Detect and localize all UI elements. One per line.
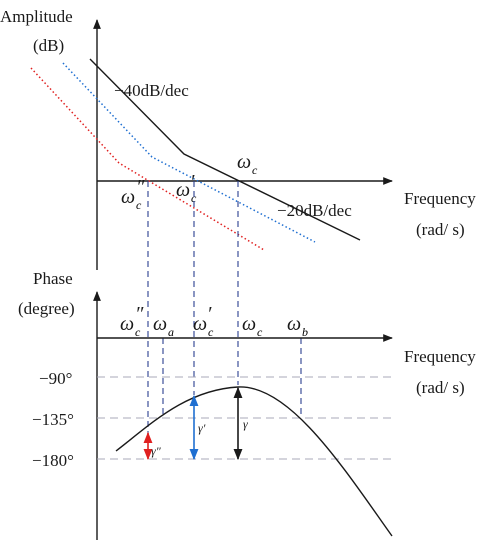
amplitude-curve-blue (62, 62, 316, 243)
phase-x-label: Frequency (404, 347, 476, 366)
label-omega-b: ω b (287, 313, 308, 339)
phase-axis-label: Phase (33, 269, 73, 288)
svg-text:b: b (302, 325, 308, 339)
phase-axis-unit: (degree) (18, 299, 75, 318)
label-omega-c-prime-phase: ω c ′ (193, 303, 214, 339)
svg-text:c: c (135, 325, 141, 339)
gamma-prime-label: γ′ (198, 421, 206, 435)
label-omega-c-amp: ω c (237, 151, 258, 177)
svg-text:″: ″ (136, 176, 145, 198)
svg-text:ω: ω (153, 313, 167, 335)
svg-text:′: ′ (207, 303, 212, 325)
amplitude-curve-red (30, 67, 265, 251)
svg-text:ω: ω (121, 186, 135, 208)
svg-text:ω: ω (120, 313, 134, 335)
tick-minus-135: −135° (32, 410, 74, 429)
gamma-dprime-label: γ″ (151, 444, 162, 458)
frequency-guides (147, 181, 302, 435)
amplitude-plot: Amplitude (dB) Frequency (rad/ s) −40dB/… (0, 7, 476, 270)
phase-x-unit: (rad/ s) (416, 378, 465, 397)
label-omega-a: ω a (153, 313, 174, 339)
svg-text:c: c (208, 325, 214, 339)
svg-text:a: a (168, 325, 174, 339)
svg-text:c: c (191, 191, 197, 205)
svg-text:c: c (257, 325, 263, 339)
svg-text:c: c (252, 163, 258, 177)
svg-text:ω: ω (287, 313, 301, 335)
slope-label-20: −20dB/dec (277, 201, 352, 220)
svg-text:″: ″ (135, 303, 144, 325)
phase-plot: Phase (degree) Frequency (rad/ s) −90° −… (18, 269, 476, 540)
gamma-label: γ (243, 417, 248, 431)
amplitude-axis-label: Amplitude (0, 7, 73, 26)
label-omega-c-phase: ω c (242, 313, 263, 339)
amplitude-x-unit: (rad/ s) (416, 220, 465, 239)
tick-minus-180: −180° (32, 451, 74, 470)
svg-text:ω: ω (237, 151, 251, 173)
svg-text:ω: ω (242, 313, 256, 335)
amplitude-curve-black (89, 58, 361, 241)
slope-label-40: −40dB/dec (114, 81, 189, 100)
svg-text:ω: ω (176, 179, 190, 201)
tick-minus-90: −90° (39, 369, 72, 388)
svg-text:′: ′ (190, 171, 195, 193)
phase-curve (115, 386, 393, 537)
label-omega-c-dprime-phase: ω c ″ (120, 303, 144, 339)
label-omega-c-prime-amp: ω c ′ (176, 171, 197, 205)
amplitude-x-label: Frequency (404, 189, 476, 208)
svg-text:c: c (136, 198, 142, 212)
svg-text:ω: ω (193, 313, 207, 335)
label-omega-c-dprime-amp: ω c ″ (121, 176, 145, 212)
phase-reference-lines (97, 376, 392, 460)
amplitude-axis-unit: (dB) (33, 36, 64, 55)
